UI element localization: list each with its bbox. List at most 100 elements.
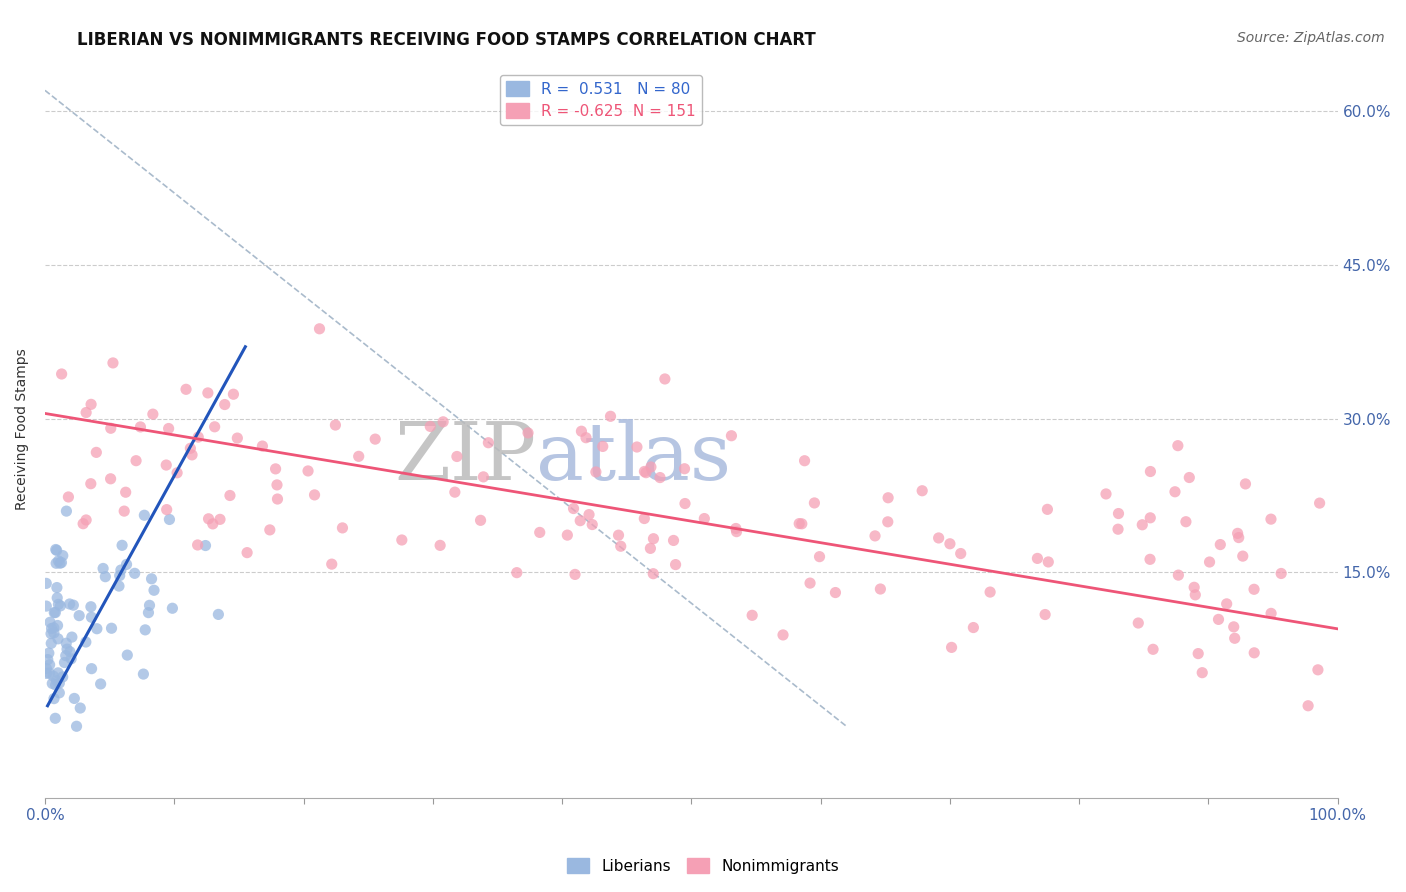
Point	[1095, 487, 1118, 501]
Point	[94, 570, 117, 584]
Point	[928, 531, 950, 545]
Point	[51, 367, 73, 381]
Point	[46, 591, 69, 605]
Point	[664, 558, 686, 572]
Point	[197, 385, 219, 400]
Point	[204, 419, 226, 434]
Point	[1130, 517, 1153, 532]
Point	[1026, 551, 1049, 566]
Point	[252, 439, 274, 453]
Point	[132, 667, 155, 681]
Point	[42, 626, 65, 640]
Point	[37, 652, 59, 666]
Point	[155, 458, 177, 472]
Point	[876, 515, 898, 529]
Point	[1232, 549, 1254, 563]
Point	[72, 516, 94, 531]
Point	[517, 425, 540, 440]
Point	[38, 666, 60, 681]
Point	[75, 405, 97, 419]
Point	[1309, 496, 1331, 510]
Point	[1227, 531, 1250, 545]
Point	[863, 529, 886, 543]
Point	[1184, 588, 1206, 602]
Point	[673, 497, 696, 511]
Point	[634, 466, 657, 480]
Point	[1209, 538, 1232, 552]
Point	[562, 501, 585, 516]
Point	[166, 466, 188, 480]
Point	[51, 556, 73, 570]
Point	[941, 640, 963, 655]
Point	[100, 472, 122, 486]
Point	[115, 558, 138, 572]
Point	[125, 453, 148, 467]
Point	[134, 623, 156, 637]
Point	[219, 488, 242, 502]
Point	[44, 606, 66, 620]
Point	[46, 632, 69, 646]
Point	[803, 496, 825, 510]
Point	[446, 450, 468, 464]
Point	[911, 483, 934, 498]
Point	[35, 576, 58, 591]
Point	[1178, 470, 1201, 484]
Point	[143, 583, 166, 598]
Point	[1139, 552, 1161, 566]
Point	[63, 691, 86, 706]
Point	[585, 465, 607, 479]
Point	[1215, 597, 1237, 611]
Point	[1139, 511, 1161, 525]
Point	[529, 525, 551, 540]
Point	[201, 516, 224, 531]
Point	[581, 517, 603, 532]
Point	[626, 440, 648, 454]
Point	[949, 547, 972, 561]
Point	[101, 356, 124, 370]
Point	[75, 635, 97, 649]
Point	[174, 382, 197, 396]
Point	[824, 585, 846, 599]
Point	[808, 549, 831, 564]
Point	[391, 533, 413, 547]
Point	[41, 622, 63, 636]
Point	[65, 719, 87, 733]
Point	[60, 652, 83, 666]
Point	[1107, 522, 1129, 536]
Point	[799, 576, 821, 591]
Point	[578, 508, 600, 522]
Point	[633, 465, 655, 479]
Point	[1128, 615, 1150, 630]
Point	[124, 566, 146, 581]
Point	[41, 676, 63, 690]
Point	[643, 566, 665, 581]
Point	[187, 538, 209, 552]
Point	[80, 662, 103, 676]
Point	[48, 686, 70, 700]
Point	[962, 621, 984, 635]
Point	[214, 398, 236, 412]
Y-axis label: Receiving Food Stamps: Receiving Food Stamps	[15, 348, 30, 509]
Point	[1243, 646, 1265, 660]
Point	[69, 701, 91, 715]
Point	[159, 512, 181, 526]
Point	[42, 621, 65, 635]
Point	[44, 606, 66, 620]
Point	[45, 581, 67, 595]
Point	[48, 598, 70, 612]
Point	[53, 656, 76, 670]
Point	[226, 431, 249, 445]
Point	[55, 636, 77, 650]
Point	[38, 646, 60, 660]
Point	[1182, 580, 1205, 594]
Point	[142, 407, 165, 421]
Point	[44, 711, 66, 725]
Point	[592, 439, 614, 453]
Point	[80, 610, 103, 624]
Point	[1306, 663, 1329, 677]
Point	[472, 470, 495, 484]
Point	[1260, 607, 1282, 621]
Point	[1142, 642, 1164, 657]
Point	[607, 528, 630, 542]
Point	[979, 585, 1001, 599]
